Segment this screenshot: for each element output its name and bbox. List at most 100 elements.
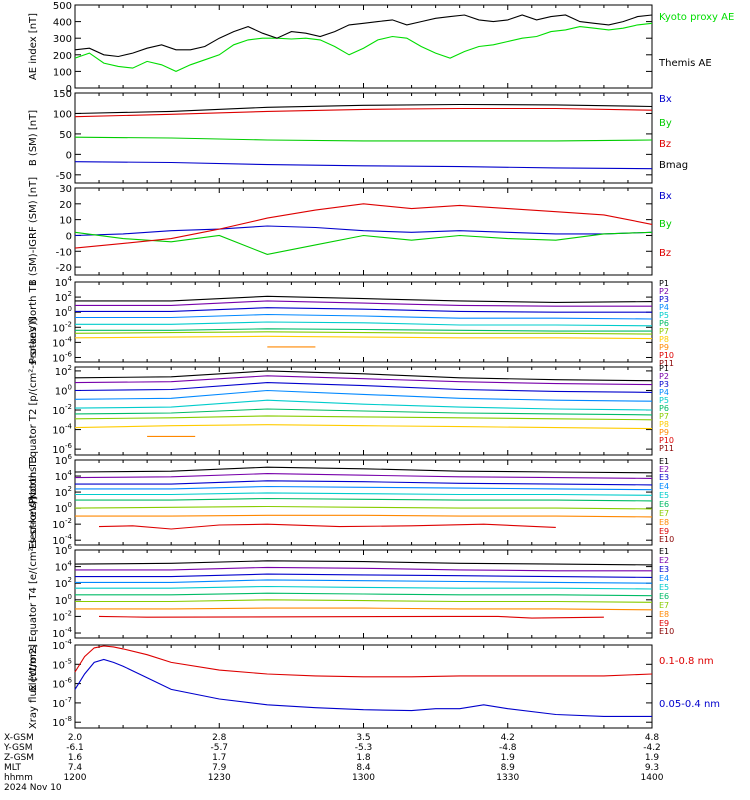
legend-entry: P5 <box>659 311 669 320</box>
y-axis-label: Protons North T1 <box>28 280 39 364</box>
series-line-by <box>74 136 653 142</box>
y-tick-label: 104 <box>55 275 73 289</box>
series-line-p2 <box>75 300 652 307</box>
legend-entry: E8 <box>659 518 669 527</box>
y-tick-label: 100 <box>55 383 72 397</box>
legend-entry: 0.05-0.4 nm <box>659 699 720 710</box>
legend-entry: P4 <box>659 303 669 312</box>
legend-entry: Bz <box>659 139 671 150</box>
series-line-bz <box>74 107 653 118</box>
y-axis-label: AE index [nT] <box>28 13 39 80</box>
legend-entry: E3 <box>659 473 669 482</box>
legend-entry: P4 <box>659 388 669 397</box>
series-line-themis-ae <box>74 14 653 58</box>
series-line-e6 <box>75 592 653 597</box>
y-tick-label: 20 <box>59 200 72 211</box>
y-tick-label: 10-2 <box>52 609 72 623</box>
y-tick-label: 100 <box>55 305 72 319</box>
y-tick-label: 100 <box>55 501 72 515</box>
panel-bigrf: -20 -10 0 10 20 30 B (SM)-IGRF (SM) [nT] Bx By Bz <box>28 177 672 286</box>
y-tick-label: 400 <box>53 18 72 29</box>
y-axis-label: Protons Equator T2 [p/(cm²-s-sr-keV)] <box>28 318 39 505</box>
axis-row-value: 8.4 <box>356 763 371 773</box>
y-tick-label: 100 <box>53 67 72 78</box>
y-tick-label: 300 <box>53 34 72 45</box>
y-tick-label: 10-7 <box>52 696 72 710</box>
legend-entry: E6 <box>659 500 669 509</box>
axis-row-value: 2.0 <box>68 733 83 743</box>
series-line-e8 <box>75 607 653 611</box>
plot-date: 2024 Nov 10 <box>4 783 62 793</box>
y-tick-label: -50 <box>56 171 72 182</box>
legend-entry: P7 <box>659 327 669 336</box>
y-tick-label: 10-4 <box>52 335 72 349</box>
axis-row-label: Y-GSM <box>3 743 32 753</box>
series-line-p5 <box>75 321 653 327</box>
legend-entry: E1 <box>659 547 669 556</box>
y-tick-label: 10 <box>59 216 72 227</box>
legend-entry: E2 <box>659 556 669 565</box>
axis-row-value: 7.9 <box>212 763 227 773</box>
legend-entry: E6 <box>659 592 669 601</box>
panel-ae: 0 100 200 300 400 500 AE index [nT] Kyoto proxy… <box>28 1 734 95</box>
legend-entry: P6 <box>659 404 669 413</box>
legend-entry: E4 <box>659 574 669 583</box>
series-line-e3 <box>75 573 653 578</box>
y-axis-label: B (SM) [nT] <box>28 110 39 166</box>
legend-entry: Themis AE <box>658 58 712 69</box>
series-line-e6 <box>75 497 653 502</box>
legend-entry: E8 <box>659 610 669 619</box>
series-line-e9 <box>98 615 604 619</box>
y-tick-label: 106 <box>55 453 73 467</box>
y-axis-label: Electrons North T3 <box>28 456 39 549</box>
legend-entry: E2 <box>659 465 669 474</box>
legend-entry: P11 <box>659 359 674 368</box>
series-line-e2 <box>75 566 652 572</box>
y-tick-label: 10-2 <box>52 320 72 334</box>
series-line-e4 <box>75 485 653 491</box>
panel-bsm: -50 0 50 100 150 B (SM) [nT] Bx By Bz Bmag <box>28 89 688 184</box>
axis-row-value: 1.6 <box>68 753 83 763</box>
legend-entry: P6 <box>659 319 669 328</box>
y-tick-label: 10-4 <box>52 423 72 437</box>
y-tick-label: 200 <box>53 51 72 62</box>
legend-entry: P11 <box>659 444 674 453</box>
series-line-p4 <box>74 389 653 402</box>
series-line-e1 <box>74 560 653 566</box>
axis-row-value: 7.4 <box>68 763 83 773</box>
legend-entry: E7 <box>659 601 669 610</box>
legend-entry: E9 <box>659 619 669 628</box>
axis-row-value: 1230 <box>208 773 231 783</box>
axis-row-label: Z-GSM <box>4 753 34 763</box>
y-tick-label: -10 <box>56 247 72 258</box>
y-tick-label: -20 <box>56 263 72 274</box>
y-tick-label: 500 <box>53 1 72 12</box>
legend-entry: E4 <box>659 482 669 491</box>
y-tick-label: 150 <box>53 89 72 100</box>
y-tick-label: 102 <box>55 485 72 499</box>
series-line-p6 <box>75 328 652 332</box>
y-tick-label: 104 <box>55 560 73 574</box>
series-line-p7 <box>74 331 653 335</box>
legend-entry: P10 <box>659 436 674 445</box>
y-tick-label: 10-4 <box>52 638 72 652</box>
axis-row-label: MLT <box>4 763 22 773</box>
legend-entry: P9 <box>659 428 669 437</box>
y-tick-label: 10-6 <box>52 677 72 691</box>
panel-frame <box>74 281 653 363</box>
series-line-p8 <box>74 335 653 340</box>
y-tick-label: 30 <box>59 184 72 195</box>
axis-row-value: -5.7 <box>210 743 228 753</box>
series-line-p8 <box>74 424 653 430</box>
y-tick-label: 102 <box>55 576 72 590</box>
series-line-p3 <box>74 382 653 393</box>
series-line-0-1-0-8-nm <box>74 645 653 678</box>
legend-entry: P7 <box>659 412 669 421</box>
legend-entry: E10 <box>659 627 674 636</box>
axis-row-value: 1200 <box>64 773 87 783</box>
legend-entry: E5 <box>659 583 669 592</box>
axis-row-value: 9.3 <box>645 763 659 773</box>
